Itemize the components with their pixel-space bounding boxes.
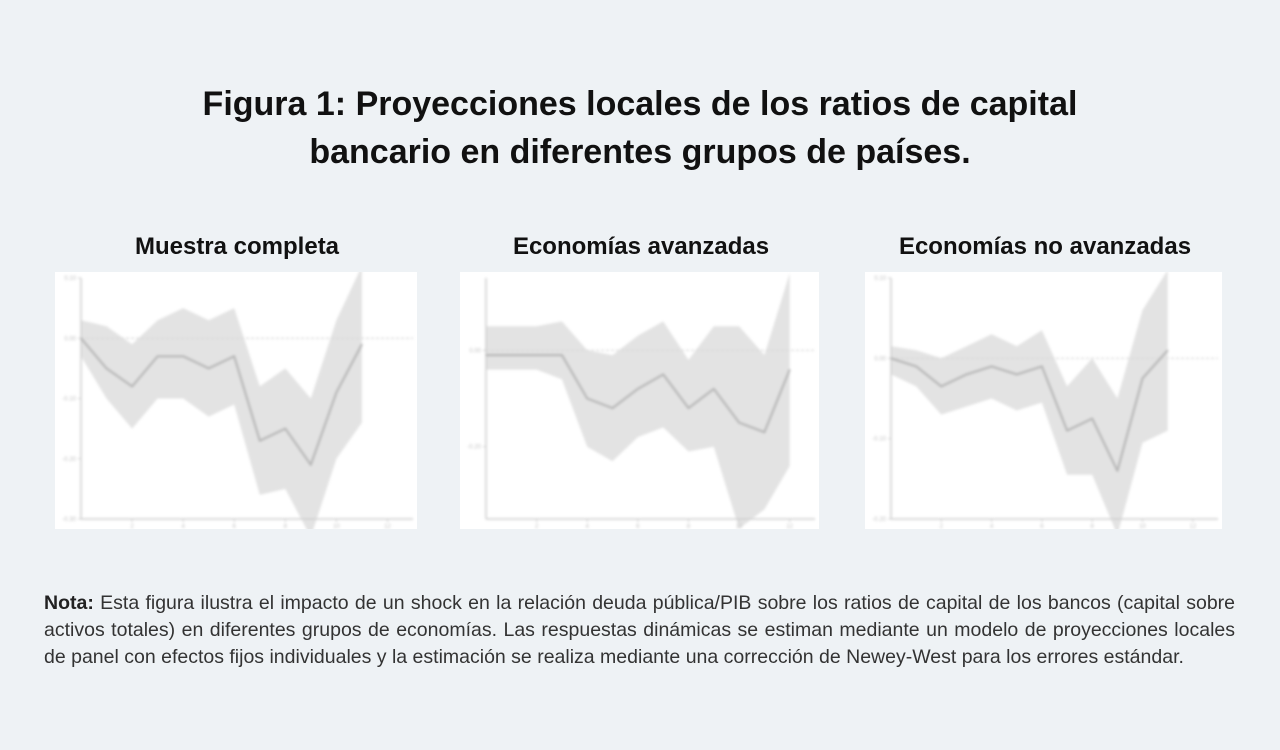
estimate-point: [763, 431, 765, 433]
x-tick-label: 2: [535, 524, 539, 529]
figure-title: Figura 1: Proyecciones locales de los ra…: [140, 80, 1140, 176]
estimate-point: [1066, 430, 1068, 432]
y-tick-label: -0.20: [467, 445, 481, 451]
chart-svg-muestra-completa: 0.10 0.00 -0.10 -0.20 -0.30 2 4 6 8 10 12: [62, 272, 413, 529]
confidence-band: [891, 272, 1168, 529]
estimate-point: [1041, 365, 1043, 367]
estimate-point: [233, 355, 235, 357]
estimate-point: [991, 365, 993, 367]
estimate-point: [182, 355, 184, 357]
estimate-point: [561, 354, 563, 356]
estimate-point: [1141, 377, 1144, 380]
x-tick-label: 4: [181, 524, 185, 529]
estimate-point: [131, 385, 133, 388]
estimate-point: [485, 354, 487, 356]
chart-plot-group: 0.10 0.00 -0.10 -0.20 -0.30 2 4 6 8 10 12: [62, 272, 413, 529]
estimate-point: [890, 357, 892, 359]
estimate-point: [335, 391, 337, 394]
chart-svg-economias-avanzadas: 0.00 -0.20 2 4 6 8 10 12: [467, 273, 815, 529]
estimate-point: [789, 368, 791, 371]
estimate-point: [1091, 417, 1093, 420]
x-tick-label: 8: [284, 524, 288, 529]
x-tick-label: 2: [940, 524, 944, 529]
estimate-point: [965, 373, 968, 375]
panel-title-economias-avanzadas: Economías avanzadas: [512, 233, 770, 260]
estimate-point: [284, 428, 286, 430]
y-tick-label: -0.10: [872, 437, 886, 443]
x-tick-label: 8: [687, 524, 691, 529]
figure-title-line-2: bancario en diferentes grupos de países.: [309, 133, 971, 171]
x-tick-label: 8: [1091, 524, 1095, 529]
confidence-band: [81, 272, 362, 529]
panel-title-economias-no-avanzadas: Economías no avanzadas: [898, 233, 1192, 260]
x-tick-label: 4: [586, 524, 590, 529]
estimate-point: [662, 373, 664, 375]
y-tick-label: -0.20: [872, 517, 886, 523]
estimate-point: [687, 407, 690, 409]
y-tick-label: -0.30: [62, 517, 76, 523]
y-tick-label: 0.00: [469, 348, 481, 354]
x-tick-label: 6: [636, 524, 640, 529]
chart-svg-economias-no-avanzadas: 0.10 0.00 -0.10 -0.20 2 4 6 8 10 12: [872, 272, 1218, 529]
x-tick-label: 10: [333, 524, 340, 529]
note-label: Nota:: [44, 592, 94, 614]
estimate-point: [536, 354, 538, 356]
estimate-point: [510, 354, 512, 356]
estimate-point: [208, 367, 210, 369]
estimate-line: [80, 337, 363, 466]
estimate-point: [361, 343, 363, 345]
x-tick-label: 6: [1040, 524, 1044, 529]
y-tick-label: -0.20: [62, 457, 76, 463]
y-tick-label: 0.10: [64, 276, 76, 282]
chart-muestra-completa: 0.10 0.00 -0.10 -0.20 -0.30 2 4 6 8 10 12: [55, 272, 417, 529]
confidence-band: [486, 273, 790, 529]
estimate-point: [1167, 349, 1169, 351]
estimate-point: [713, 388, 715, 390]
estimate-point: [80, 337, 82, 339]
estimate-point: [637, 388, 639, 390]
y-tick-label: 0.00: [64, 336, 76, 342]
y-tick-label: 0.00: [874, 356, 886, 362]
estimate-point: [940, 385, 942, 388]
x-tick-label: 4: [990, 524, 994, 529]
chart-plot-group: 0.00 -0.20 2 4 6 8 10 12: [467, 273, 815, 529]
estimate-point: [611, 407, 614, 409]
panel-title-muestra-completa: Muestra completa: [134, 233, 340, 260]
y-tick-label: 0.10: [874, 276, 886, 282]
x-tick-label: 12: [786, 524, 793, 529]
x-tick-label: 10: [736, 524, 743, 529]
x-tick-label: 2: [130, 524, 134, 529]
estimate-point: [1116, 470, 1118, 472]
x-tick-label: 6: [233, 524, 237, 529]
chart-economias-avanzadas: 0.00 -0.20 2 4 6 8 10 12: [460, 272, 819, 529]
y-tick-label: -0.10: [62, 397, 76, 403]
x-tick-label: 12: [1190, 524, 1197, 529]
estimate-point: [157, 355, 159, 357]
estimate-point: [259, 440, 261, 442]
x-tick-label: 10: [1139, 524, 1146, 529]
estimate-point: [310, 464, 312, 466]
estimate-point: [1016, 373, 1018, 375]
x-tick-label: 12: [384, 524, 391, 529]
figure-note: Nota: Esta figura ilustra el impacto de …: [44, 590, 1235, 671]
estimate-point: [915, 365, 917, 367]
chart-economias-no-avanzadas: 0.10 0.00 -0.10 -0.20 2 4 6 8 10 12: [865, 272, 1222, 529]
chart-plot-group: 0.10 0.00 -0.10 -0.20 2 4 6 8 10 12: [872, 272, 1218, 529]
note-text: Esta figura ilustra el impacto de un sho…: [44, 592, 1235, 668]
estimate-point: [586, 397, 588, 400]
figure-title-line-1: Figura 1: Proyecciones locales de los ra…: [202, 85, 1078, 123]
estimate-point: [105, 367, 108, 369]
estimate-point: [738, 422, 740, 424]
estimate-line: [890, 349, 1169, 472]
